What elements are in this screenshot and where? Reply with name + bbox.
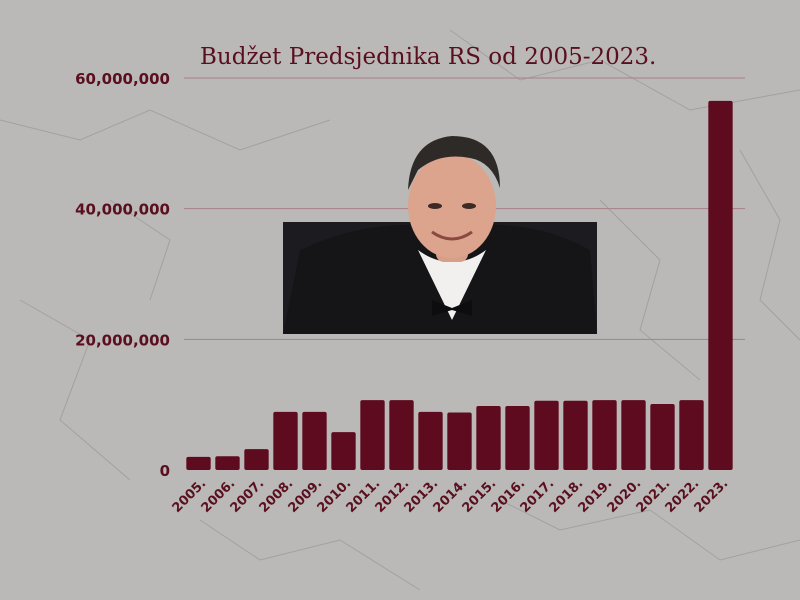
y-axis-ticks: 0 20,000,000 40,000,000 60,000,000 — [75, 70, 170, 480]
y-tick-label: 20,000,000 — [75, 331, 170, 349]
bar — [534, 400, 559, 470]
bar — [418, 411, 443, 470]
bar — [215, 456, 240, 470]
chart-title: Budžet Predsjednika RS od 2005-2023. — [200, 44, 657, 70]
y-tick-label: 0 — [160, 462, 170, 480]
bar — [331, 432, 356, 470]
x-axis-ticks: 2005.2006.2007.2008.2009.2010.2011.2012.… — [170, 476, 732, 516]
bar — [650, 404, 675, 470]
y-tick-label: 60,000,000 — [75, 70, 170, 88]
bar — [621, 400, 646, 470]
bar — [476, 405, 501, 470]
bars — [186, 100, 733, 470]
bar — [447, 412, 472, 470]
bar — [679, 400, 704, 470]
bar — [186, 456, 211, 470]
bar — [302, 411, 327, 470]
bar — [273, 411, 298, 470]
bar — [389, 400, 414, 470]
bar — [360, 400, 385, 470]
bar — [708, 100, 733, 470]
bar — [563, 400, 588, 470]
bar — [592, 400, 617, 470]
y-tick-label: 40,000,000 — [75, 201, 170, 219]
politician-portrait-photo — [283, 136, 597, 334]
bar — [505, 405, 530, 470]
bar — [244, 449, 269, 470]
